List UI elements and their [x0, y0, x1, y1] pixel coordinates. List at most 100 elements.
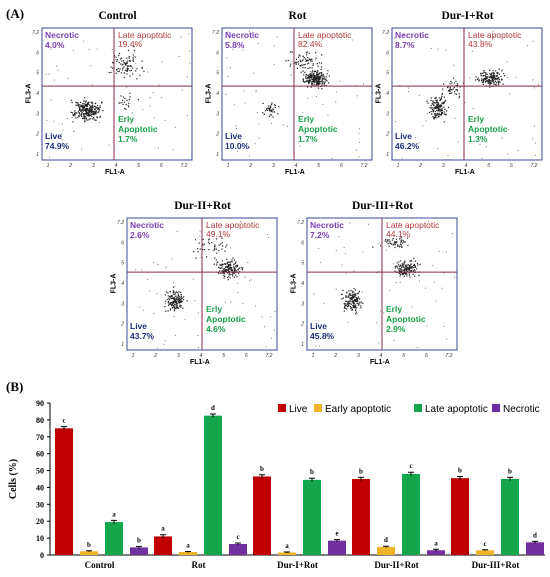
event-dot [87, 103, 90, 105]
event-dot [311, 58, 313, 60]
event-dot [408, 274, 410, 276]
event-dot [83, 113, 85, 116]
event-dot [394, 270, 396, 272]
event-dot [223, 270, 225, 272]
event-dot [318, 247, 320, 249]
event-dot [226, 269, 228, 271]
event-dot [161, 61, 163, 63]
event-dot [302, 78, 304, 80]
event-dot [130, 69, 133, 71]
event-dot [303, 57, 305, 59]
event-dot [426, 100, 428, 102]
event-dot [211, 242, 213, 244]
event-dot [176, 230, 178, 232]
event-dot [484, 78, 486, 81]
event-dot [132, 59, 134, 61]
x-tick-label: 6 [340, 163, 343, 169]
event-dot [96, 117, 99, 119]
event-dot [397, 264, 400, 266]
event-dot [313, 78, 316, 80]
early-apoptotic-label-1: Erly [468, 114, 485, 124]
event-dot [237, 272, 240, 274]
event-dot [88, 119, 90, 121]
event-dot [308, 83, 310, 85]
event-dot [452, 77, 455, 79]
event-dot [84, 115, 86, 117]
event-dot [482, 81, 485, 83]
event-dot [323, 84, 325, 86]
y-tick-label: 1 [36, 152, 39, 158]
event-dot [212, 249, 214, 251]
event-dot [86, 112, 88, 114]
event-dot [97, 108, 99, 110]
event-dot [435, 99, 437, 101]
event-dot [307, 97, 309, 99]
event-dot [178, 301, 180, 304]
event-dot [493, 72, 495, 74]
event-dot [123, 72, 125, 74]
event-dot [442, 102, 444, 105]
event-dot [401, 273, 403, 276]
early-apoptotic-value: 1.7% [118, 134, 138, 144]
event-dot [129, 69, 131, 72]
event-dot [356, 313, 358, 315]
event-dot [87, 109, 89, 111]
event-dot [403, 241, 405, 243]
event-dot [214, 244, 216, 246]
x-tick-label: 1 [397, 163, 400, 169]
event-dot [278, 106, 280, 108]
event-dot [167, 300, 170, 303]
event-dot [72, 121, 74, 123]
significance-letter: b [359, 467, 363, 475]
event-dot [401, 263, 403, 265]
event-dot [305, 81, 307, 83]
event-dot [110, 71, 112, 73]
event-dot [440, 98, 442, 101]
event-dot [492, 76, 494, 78]
event-dot [255, 89, 257, 91]
live-label: Live [45, 131, 63, 141]
event-dot [456, 86, 459, 88]
event-dot [99, 106, 101, 108]
event-dot [435, 115, 437, 117]
event-dot [316, 78, 318, 80]
event-dot [132, 73, 134, 75]
event-dot [299, 145, 301, 147]
event-dot [88, 113, 90, 115]
event-dot [439, 114, 441, 116]
y-tick-label: 3 [121, 301, 124, 307]
event-dot [149, 290, 151, 292]
legend-swatch [314, 404, 322, 412]
flow-panel-title: Dur-III+Rot [351, 200, 414, 212]
event-dot [98, 107, 100, 109]
event-dot [433, 281, 435, 283]
event-dot [458, 95, 461, 97]
event-dot [172, 297, 174, 299]
event-dot [485, 76, 487, 78]
event-dot [222, 263, 224, 266]
event-dot [230, 268, 232, 270]
event-dot [359, 301, 361, 303]
early-apoptotic-label-2: Apoptotic [118, 124, 158, 134]
event-dot [355, 297, 357, 299]
event-dot [400, 241, 402, 243]
event-dot [202, 238, 204, 241]
event-dot [346, 296, 348, 298]
event-dot [194, 300, 196, 302]
event-dot [352, 297, 354, 299]
event-dot [477, 78, 479, 80]
event-dot [318, 80, 320, 82]
event-dot [316, 75, 318, 78]
event-dot [176, 299, 178, 301]
event-dot [128, 55, 130, 58]
event-dot [221, 267, 223, 269]
event-dot [313, 78, 315, 81]
event-dot [354, 306, 357, 308]
bar [80, 551, 98, 555]
event-dot [398, 238, 401, 240]
event-dot [265, 346, 267, 348]
late-apoptotic-label: Late apoptotic [206, 220, 260, 230]
event-dot [199, 235, 201, 237]
x-tick-label: 2 [333, 353, 337, 359]
